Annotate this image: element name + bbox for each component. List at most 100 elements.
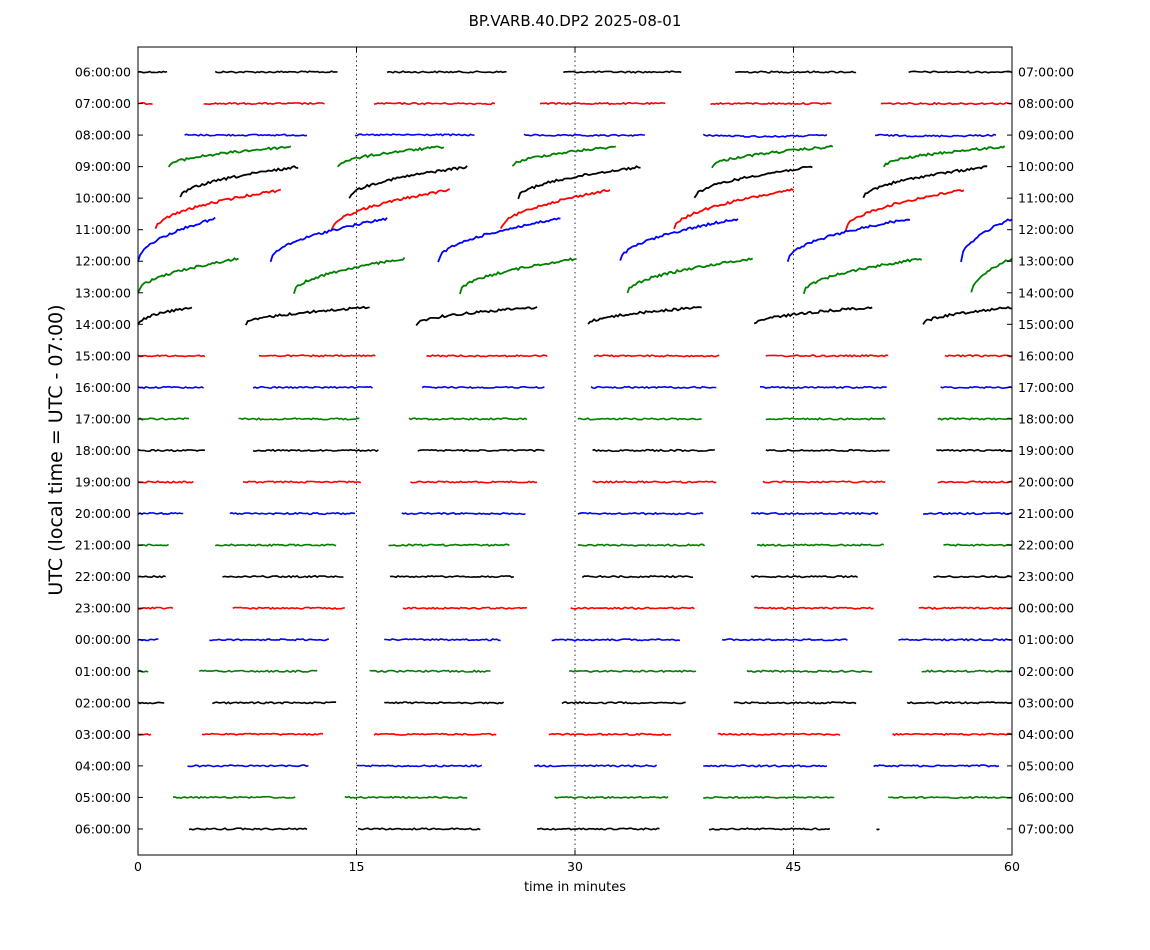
right-tick-label: 17:00:00 <box>1018 380 1074 395</box>
trace-row-19-seg-2 <box>369 669 491 673</box>
trace-row-8-seg-5 <box>922 306 1013 325</box>
left-tick-label: 17:00:00 <box>75 411 131 426</box>
trace-row-16-seg-3 <box>581 574 693 579</box>
right-tick-label: 09:00:00 <box>1018 128 1074 143</box>
axes <box>137 46 1013 856</box>
trace-row-7-seg-5 <box>970 257 1013 293</box>
trace-row-11-seg-1 <box>238 417 360 421</box>
left-tick-label: 13:00:00 <box>75 285 131 300</box>
trace-row-5-seg-1 <box>330 188 451 230</box>
x-tick-label: 30 <box>567 859 583 874</box>
left-tick-label: 19:00:00 <box>75 475 131 490</box>
trace-row-17-seg-1 <box>232 606 345 610</box>
trace-row-12-seg-0 <box>137 448 206 453</box>
trace-row-11-seg-0 <box>137 417 190 421</box>
left-tick-label: 03:00:00 <box>75 727 131 742</box>
trace-row-21-seg-0 <box>137 733 152 736</box>
trace-row-20-seg-1 <box>212 701 337 705</box>
trace-row-19-seg-1 <box>198 669 318 673</box>
trace-row-5-seg-2 <box>499 188 611 229</box>
left-tick-label: 04:00:00 <box>75 758 131 773</box>
left-tick-label: 23:00:00 <box>75 601 131 616</box>
trace-row-4-seg-0 <box>179 165 299 198</box>
trace-row-2-seg-4 <box>875 133 997 138</box>
trace-row-17-seg-5 <box>918 606 1013 610</box>
trace-row-22-seg-2 <box>534 764 658 768</box>
x-tick-label: 45 <box>786 859 802 874</box>
trace-row-16-seg-2 <box>389 574 515 579</box>
trace-row-22-seg-0 <box>187 764 309 768</box>
trace-row-6-seg-4 <box>786 218 911 262</box>
trace-row-10-seg-4 <box>760 385 887 390</box>
trace-row-21-seg-5 <box>892 732 1013 737</box>
trace-row-4-seg-3 <box>693 165 813 199</box>
trace-row-17-seg-0 <box>137 606 174 610</box>
trace-row-7-seg-3 <box>626 257 754 294</box>
trace-row-11-seg-4 <box>765 417 886 421</box>
right-tick-label: 15:00:00 <box>1018 317 1074 332</box>
right-tick-label: 20:00:00 <box>1018 475 1074 490</box>
trace-row-21-seg-1 <box>201 732 324 736</box>
trace-row-12-seg-3 <box>592 448 715 453</box>
trace-row-18-seg-3 <box>551 638 681 642</box>
trace-row-13-seg-5 <box>937 480 1013 484</box>
trace-row-12-seg-5 <box>935 448 1013 453</box>
trace-row-15-seg-1 <box>215 543 337 547</box>
trace-row-13-seg-3 <box>592 480 717 484</box>
right-tick-label: 07:00:00 <box>1018 65 1074 80</box>
trace-row-1-seg-5 <box>880 101 1012 106</box>
trace-row-3-seg-3 <box>711 144 834 169</box>
trace-row-22-seg-1 <box>356 764 483 768</box>
trace-row-24-seg-4 <box>876 828 880 831</box>
trace-row-15-seg-4 <box>756 543 884 547</box>
trace-row-10-seg-1 <box>252 385 373 390</box>
trace-row-9-seg-5 <box>944 354 1013 358</box>
trace-row-22-seg-3 <box>703 764 828 768</box>
left-tick-label: 21:00:00 <box>75 538 131 553</box>
trace-row-9-seg-0 <box>137 354 206 358</box>
right-tick-label: 06:00:00 <box>1018 790 1074 805</box>
right-tick-label: 03:00:00 <box>1018 695 1074 710</box>
trace-row-14-seg-2 <box>401 511 526 516</box>
chart-title: BP.VARB.40.DP2 2025-08-01 <box>469 12 682 30</box>
trace-row-6-seg-5 <box>960 218 1013 263</box>
trace-row-1-seg-2 <box>373 101 496 106</box>
right-tick-label: 16:00:00 <box>1018 348 1074 363</box>
trace-row-16-seg-5 <box>933 575 1013 579</box>
trace-row-9-seg-1 <box>258 354 376 358</box>
trace-row-14-seg-4 <box>751 511 879 516</box>
trace-row-5-seg-4 <box>845 189 965 231</box>
trace-row-18-seg-1 <box>209 638 330 642</box>
trace-row-24-seg-0 <box>188 827 308 831</box>
trace-row-9-seg-2 <box>426 354 548 358</box>
right-tick-label: 05:00:00 <box>1018 758 1074 773</box>
seismic-traces <box>137 70 1013 831</box>
trace-row-8-seg-3 <box>587 306 702 325</box>
trace-row-5-seg-3 <box>673 188 794 230</box>
x-tick-label: 60 <box>1004 859 1020 874</box>
left-tick-label: 01:00:00 <box>75 664 131 679</box>
right-tick-label: 14:00:00 <box>1018 285 1074 300</box>
trace-row-0-seg-1 <box>214 70 338 74</box>
trace-row-19-seg-3 <box>569 669 697 673</box>
trace-row-9-seg-3 <box>593 354 720 358</box>
trace-row-17-seg-3 <box>570 606 695 610</box>
right-tick-label: 21:00:00 <box>1018 506 1074 521</box>
left-tick-label: 16:00:00 <box>75 380 131 395</box>
x-tick-labels: 0 15 30 45 60 <box>134 859 1020 874</box>
left-y-tick-labels: 06:00:00 07:00:00 08:00:00 09:00:00 10:00:00… <box>75 65 131 837</box>
trace-row-3-seg-2 <box>511 145 616 167</box>
trace-row-1-seg-1 <box>203 101 325 106</box>
trace-row-12-seg-1 <box>252 448 379 453</box>
trace-row-20-seg-4 <box>733 701 857 705</box>
trace-row-0-seg-3 <box>563 70 682 74</box>
right-y-tick-labels: 07:00:00 08:00:00 09:00:00 10:00:00 11:00:00… <box>1018 65 1074 837</box>
trace-row-24-seg-3 <box>708 827 831 831</box>
left-tick-label: 06:00:00 <box>75 65 131 80</box>
trace-row-19-seg-4 <box>746 669 873 673</box>
trace-row-7-seg-4 <box>802 257 923 295</box>
trace-row-2-seg-2 <box>523 133 645 137</box>
left-tick-label: 14:00:00 <box>75 317 131 332</box>
trace-row-23-seg-2 <box>554 795 669 800</box>
